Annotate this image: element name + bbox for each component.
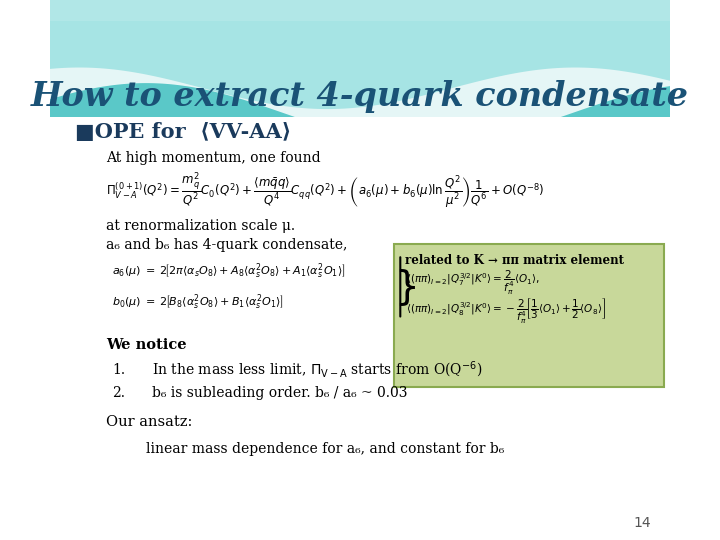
Text: ■OPE for  ⟨VV-AA⟩: ■OPE for ⟨VV-AA⟩	[75, 123, 291, 143]
Text: 2.: 2.	[112, 386, 125, 400]
FancyBboxPatch shape	[394, 244, 664, 387]
Text: linear mass dependence for a₆, and constant for b₆: linear mass dependence for a₆, and const…	[146, 442, 504, 456]
Text: $\langle(\pi\pi)_{I=2}|Q_8^{3/2}|K^0\rangle = -\dfrac{2}{f_\pi^4}\!\left[\dfrac{: $\langle(\pi\pi)_{I=2}|Q_8^{3/2}|K^0\ran…	[407, 296, 606, 327]
Text: $b_0(\mu)\;=\;2\!\left[B_8\langle\alpha_s^2 O_8\rangle + B_1\langle\alpha_s^2 O_: $b_0(\mu)\;=\;2\!\left[B_8\langle\alpha_…	[112, 293, 284, 312]
Text: b₆ is subleading order. b₆ / a₆ ~ 0.03: b₆ is subleading order. b₆ / a₆ ~ 0.03	[153, 386, 408, 400]
Text: How to extract 4-quark condensate: How to extract 4-quark condensate	[31, 79, 689, 112]
Text: At high momentum, one found: At high momentum, one found	[106, 151, 320, 165]
Text: $\Pi_{V-A}^{(0+1)}(Q^2) = \dfrac{m_q^2}{Q^2}C_0(Q^2) + \dfrac{\langle m\bar{q}q\: $\Pi_{V-A}^{(0+1)}(Q^2) = \dfrac{m_q^2}{…	[106, 171, 544, 211]
Text: 1.: 1.	[112, 363, 125, 377]
Text: In the mass less limit, $\Pi_{\mathrm{V-A}}$ starts from O(Q$^{-6}$): In the mass less limit, $\Pi_{\mathrm{V-…	[153, 360, 483, 380]
Text: 14: 14	[634, 516, 652, 530]
Text: }: }	[394, 268, 419, 306]
Text: related to K → ππ matrix element: related to K → ππ matrix element	[405, 254, 624, 267]
Text: Our ansatz:: Our ansatz:	[106, 415, 192, 429]
Text: a₆ and b₆ has 4-quark condensate,: a₆ and b₆ has 4-quark condensate,	[106, 238, 347, 252]
Text: We notice: We notice	[106, 338, 186, 352]
Text: $\langle(\pi\pi)_{I=2}|Q_7^{3/2}|K^0\rangle = \dfrac{2}{f_\pi^4}\langle O_1\rang: $\langle(\pi\pi)_{I=2}|Q_7^{3/2}|K^0\ran…	[407, 269, 540, 297]
Polygon shape	[50, 0, 670, 109]
Text: at renormalization scale μ.: at renormalization scale μ.	[106, 219, 295, 233]
Polygon shape	[50, 0, 670, 145]
Text: $a_6(\mu)\;=\;2\!\left[2\pi\langle\alpha_s O_8\rangle + A_8\langle\alpha_s^2 O_8: $a_6(\mu)\;=\;2\!\left[2\pi\langle\alpha…	[112, 261, 346, 281]
FancyBboxPatch shape	[50, 21, 670, 117]
